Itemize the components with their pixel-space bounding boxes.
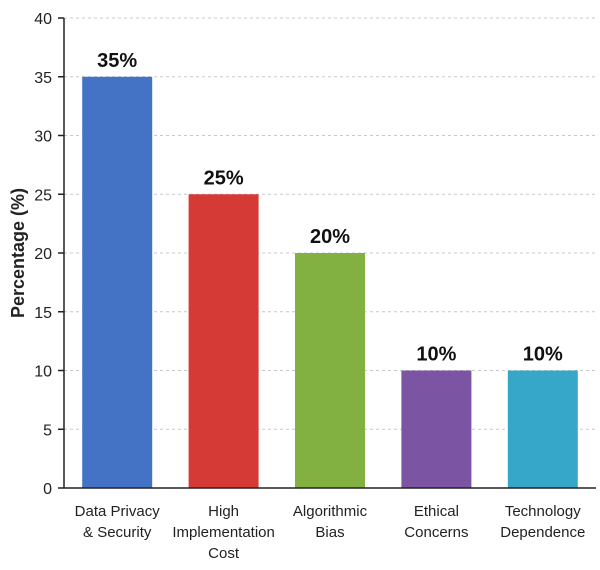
y-tick-label: 25: [34, 187, 52, 204]
y-tick-label: 10: [34, 364, 52, 381]
x-category-label: Cost: [208, 545, 240, 562]
bar: [82, 76, 153, 488]
data-label: 20%: [310, 226, 350, 248]
x-category-label: Technology: [505, 503, 581, 520]
data-labels: 35% 25% 20% 10% 10%: [97, 50, 563, 366]
data-label: 35%: [97, 50, 137, 72]
data-label: 10%: [523, 344, 563, 366]
y-axis-title: Percentage (%): [8, 188, 28, 318]
y-tick-label: 0: [43, 481, 52, 498]
y-tick-label: 5: [43, 422, 52, 439]
x-category-label: Implementation: [172, 524, 275, 541]
x-category-label: Algorithmic: [293, 503, 368, 520]
x-category-label: Ethical: [414, 503, 459, 520]
bar: [188, 194, 259, 488]
x-category-label: Dependence: [500, 524, 585, 541]
x-category-label: & Security: [83, 524, 152, 541]
x-category-label: High: [208, 503, 239, 520]
x-category-label: Concerns: [404, 524, 468, 541]
data-label: 10%: [416, 344, 456, 366]
y-tick-label: 15: [34, 305, 52, 322]
y-tick-label: 35: [34, 70, 52, 87]
data-label: 25%: [204, 167, 244, 189]
y-tick-label: 40: [34, 11, 52, 28]
bar: [401, 370, 472, 488]
y-axis-ticks: 0 5 10 15 20 25 30 35 40: [34, 11, 64, 498]
x-axis-category-labels: Data Privacy & Security High Implementation…: [75, 503, 586, 562]
bars: [82, 76, 578, 488]
y-tick-label: 20: [34, 246, 52, 263]
bar: [295, 253, 365, 488]
bar: [507, 370, 578, 488]
x-category-label: Data Privacy: [75, 503, 161, 520]
x-category-label: Bias: [315, 524, 344, 541]
y-tick-label: 30: [34, 129, 52, 146]
